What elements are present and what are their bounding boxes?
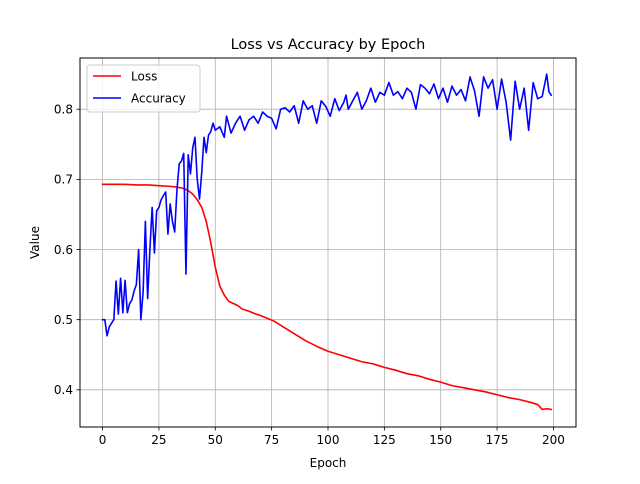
series-line-accuracy xyxy=(101,73,553,337)
x-tick-label: 25 xyxy=(151,433,166,447)
y-tick-label: 0.7 xyxy=(54,173,73,187)
grid xyxy=(80,58,576,427)
x-tick-label: 0 xyxy=(99,433,107,447)
x-tick-label: 75 xyxy=(264,433,279,447)
x-tick-label: 200 xyxy=(542,433,565,447)
x-tick-label: 100 xyxy=(317,433,340,447)
x-tick-label: 175 xyxy=(486,433,509,447)
x-axis-label: Epoch xyxy=(310,456,347,470)
x-tick-label: 50 xyxy=(208,433,223,447)
y-axis-label: Value xyxy=(28,226,42,259)
axis-ticks: 0 25 50 75 100 125 150 175 200 0.4 0.5 0.6 0.7 0.8 xyxy=(54,103,565,447)
y-tick-label: 0.5 xyxy=(54,313,73,327)
chart-title: Loss vs Accuracy by Epoch xyxy=(231,37,426,53)
legend-label-accuracy: Accuracy xyxy=(131,92,186,106)
y-tick-label: 0.4 xyxy=(54,383,73,397)
y-tick-label: 0.6 xyxy=(54,243,73,257)
series-lines xyxy=(101,73,553,411)
y-tick-label: 0.8 xyxy=(54,103,73,117)
x-tick-label: 125 xyxy=(373,433,396,447)
legend: Loss Accuracy xyxy=(86,64,201,113)
legend-label-loss: Loss xyxy=(131,70,157,84)
x-tick-label: 150 xyxy=(429,433,452,447)
